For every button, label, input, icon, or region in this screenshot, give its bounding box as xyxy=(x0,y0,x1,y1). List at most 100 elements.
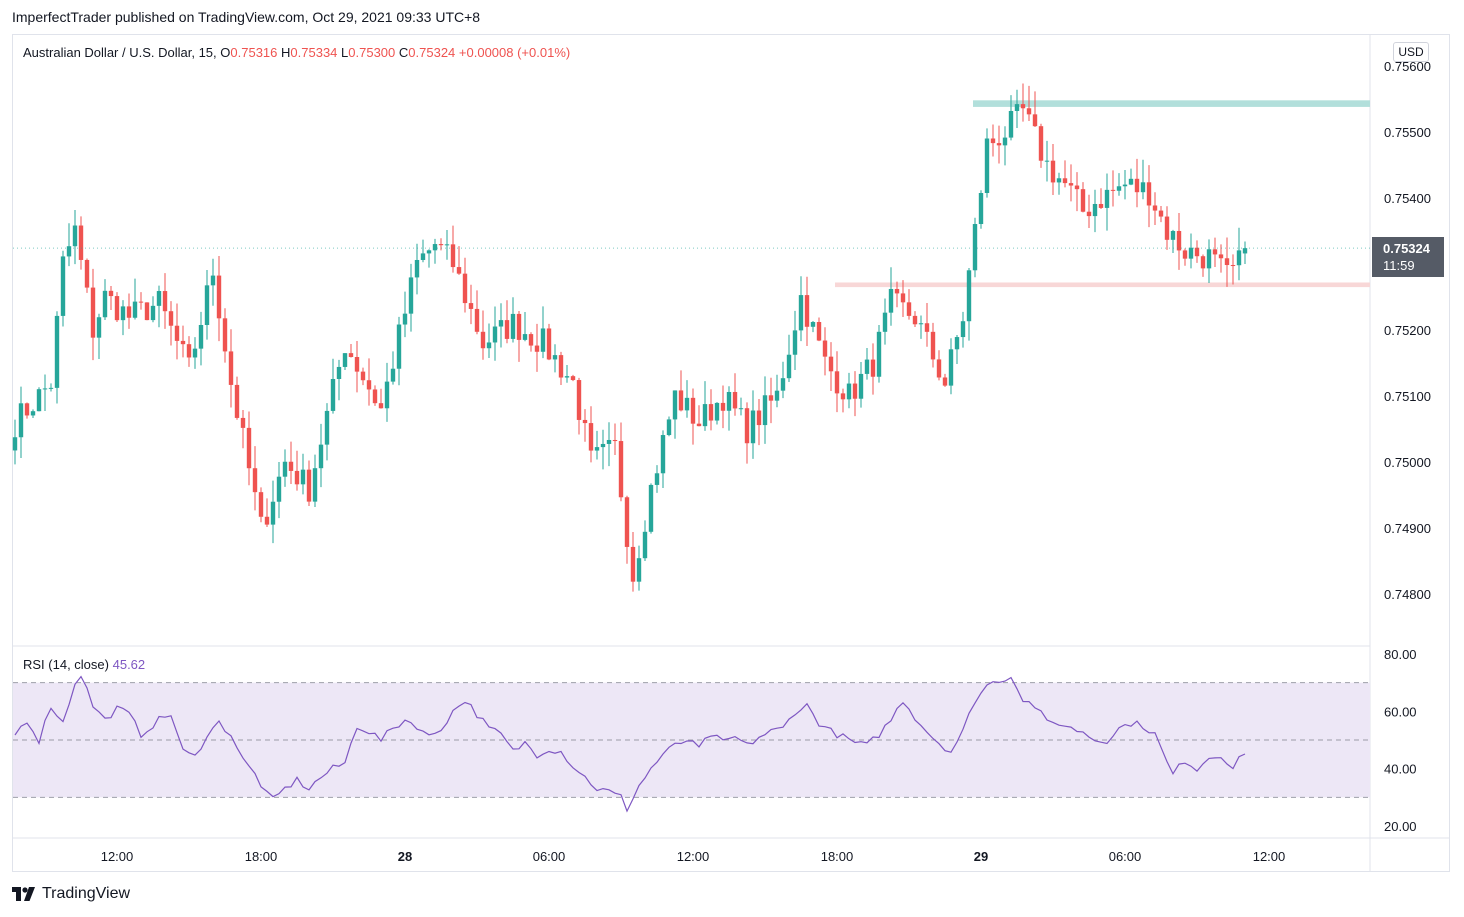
candle-body[interactable] xyxy=(588,423,594,451)
candle-body[interactable] xyxy=(810,321,816,327)
candle-body[interactable] xyxy=(726,391,732,411)
candle-body[interactable] xyxy=(882,312,888,332)
candle-body[interactable] xyxy=(684,397,690,411)
candle-body[interactable] xyxy=(150,305,156,321)
candle-body[interactable] xyxy=(84,259,90,288)
candle-body[interactable] xyxy=(102,290,108,318)
candle-body[interactable] xyxy=(936,359,942,378)
candle-body[interactable] xyxy=(912,315,918,325)
candle-body[interactable] xyxy=(450,244,456,268)
candle-body[interactable] xyxy=(1182,250,1188,259)
candle-body[interactable] xyxy=(732,391,738,409)
candle-body[interactable] xyxy=(762,395,768,426)
candle-body[interactable] xyxy=(510,313,516,339)
candle-body[interactable] xyxy=(414,259,420,278)
candle-body[interactable] xyxy=(1242,248,1248,254)
candle-body[interactable] xyxy=(942,377,948,386)
candle-body[interactable] xyxy=(120,306,126,321)
candle-body[interactable] xyxy=(18,403,24,438)
candle-body[interactable] xyxy=(162,291,168,312)
candle-body[interactable] xyxy=(1116,186,1122,191)
candle-body[interactable] xyxy=(240,417,246,428)
candle-body[interactable] xyxy=(438,244,444,246)
candle-body[interactable] xyxy=(1212,249,1218,255)
candle-body[interactable] xyxy=(1026,108,1032,115)
candle-body[interactable] xyxy=(522,334,528,340)
candle-body[interactable] xyxy=(666,419,672,436)
candle-body[interactable] xyxy=(852,383,858,399)
candle-body[interactable] xyxy=(372,389,378,404)
candle-body[interactable] xyxy=(168,311,174,326)
candle-body[interactable] xyxy=(78,225,84,260)
candle-body[interactable] xyxy=(672,390,678,420)
candle-body[interactable] xyxy=(870,359,876,377)
candle-body[interactable] xyxy=(750,410,756,444)
candle-body[interactable] xyxy=(288,461,294,471)
candle-body[interactable] xyxy=(444,244,450,246)
candle-body[interactable] xyxy=(300,469,306,485)
candle-body[interactable] xyxy=(456,267,462,274)
candle-body[interactable] xyxy=(1206,249,1212,269)
candle-body[interactable] xyxy=(552,355,558,360)
candle-body[interactable] xyxy=(504,320,510,339)
candle-body[interactable] xyxy=(342,353,348,367)
candle-body[interactable] xyxy=(1134,178,1140,193)
candle-body[interactable] xyxy=(252,468,258,493)
candle-body[interactable] xyxy=(318,444,324,469)
candle-body[interactable] xyxy=(774,390,780,401)
candle-body[interactable] xyxy=(822,340,828,357)
candle-body[interactable] xyxy=(72,225,78,247)
candle-body[interactable] xyxy=(1038,126,1044,161)
candle-body[interactable] xyxy=(1020,104,1026,109)
candle-body[interactable] xyxy=(1080,189,1086,212)
candle-body[interactable] xyxy=(714,402,720,421)
candle-body[interactable] xyxy=(1200,256,1206,269)
candle-body[interactable] xyxy=(1164,216,1170,240)
candle-body[interactable] xyxy=(366,380,372,390)
candle-body[interactable] xyxy=(306,469,312,502)
candle-body[interactable] xyxy=(1236,250,1242,266)
candle-body[interactable] xyxy=(696,423,702,427)
candle-body[interactable] xyxy=(384,381,390,409)
candle-body[interactable] xyxy=(234,384,240,418)
candle-body[interactable] xyxy=(918,323,924,325)
candle-body[interactable] xyxy=(30,411,36,416)
candle-body[interactable] xyxy=(12,437,18,451)
candle-body[interactable] xyxy=(564,376,570,378)
candle-body[interactable] xyxy=(924,323,930,332)
candle-body[interactable] xyxy=(132,301,138,318)
support-zone[interactable] xyxy=(835,282,1370,288)
candle-body[interactable] xyxy=(480,331,486,349)
candle-body[interactable] xyxy=(576,380,582,420)
candle-body[interactable] xyxy=(474,308,480,332)
candle-body[interactable] xyxy=(468,303,474,309)
candle-body[interactable] xyxy=(198,324,204,349)
currency-selector[interactable]: USD xyxy=(1393,42,1429,62)
candle-body[interactable] xyxy=(1194,247,1200,257)
candle-body[interactable] xyxy=(462,273,468,304)
candle-body[interactable] xyxy=(798,295,804,331)
candle-body[interactable] xyxy=(426,250,432,254)
candle-body[interactable] xyxy=(420,253,426,260)
candle-body[interactable] xyxy=(1086,211,1092,217)
candle-body[interactable] xyxy=(570,376,576,381)
candle-body[interactable] xyxy=(582,419,588,424)
candle-body[interactable] xyxy=(768,395,774,401)
candle-body[interactable] xyxy=(558,355,564,378)
candle-body[interactable] xyxy=(402,313,408,325)
candle-body[interactable] xyxy=(702,404,708,427)
candle-body[interactable] xyxy=(738,408,744,410)
candle-body[interactable] xyxy=(654,473,660,485)
candle-body[interactable] xyxy=(744,408,750,444)
candle-body[interactable] xyxy=(690,397,696,424)
candle-body[interactable] xyxy=(678,390,684,411)
candle-body[interactable] xyxy=(786,354,792,379)
candle-body[interactable] xyxy=(1104,189,1110,208)
candle-body[interactable] xyxy=(630,546,636,582)
candle-body[interactable] xyxy=(1152,205,1158,211)
candle-body[interactable] xyxy=(990,138,996,144)
candle-body[interactable] xyxy=(432,244,438,251)
candle-body[interactable] xyxy=(90,287,96,338)
candle-body[interactable] xyxy=(1002,137,1008,146)
candle-body[interactable] xyxy=(330,378,336,411)
